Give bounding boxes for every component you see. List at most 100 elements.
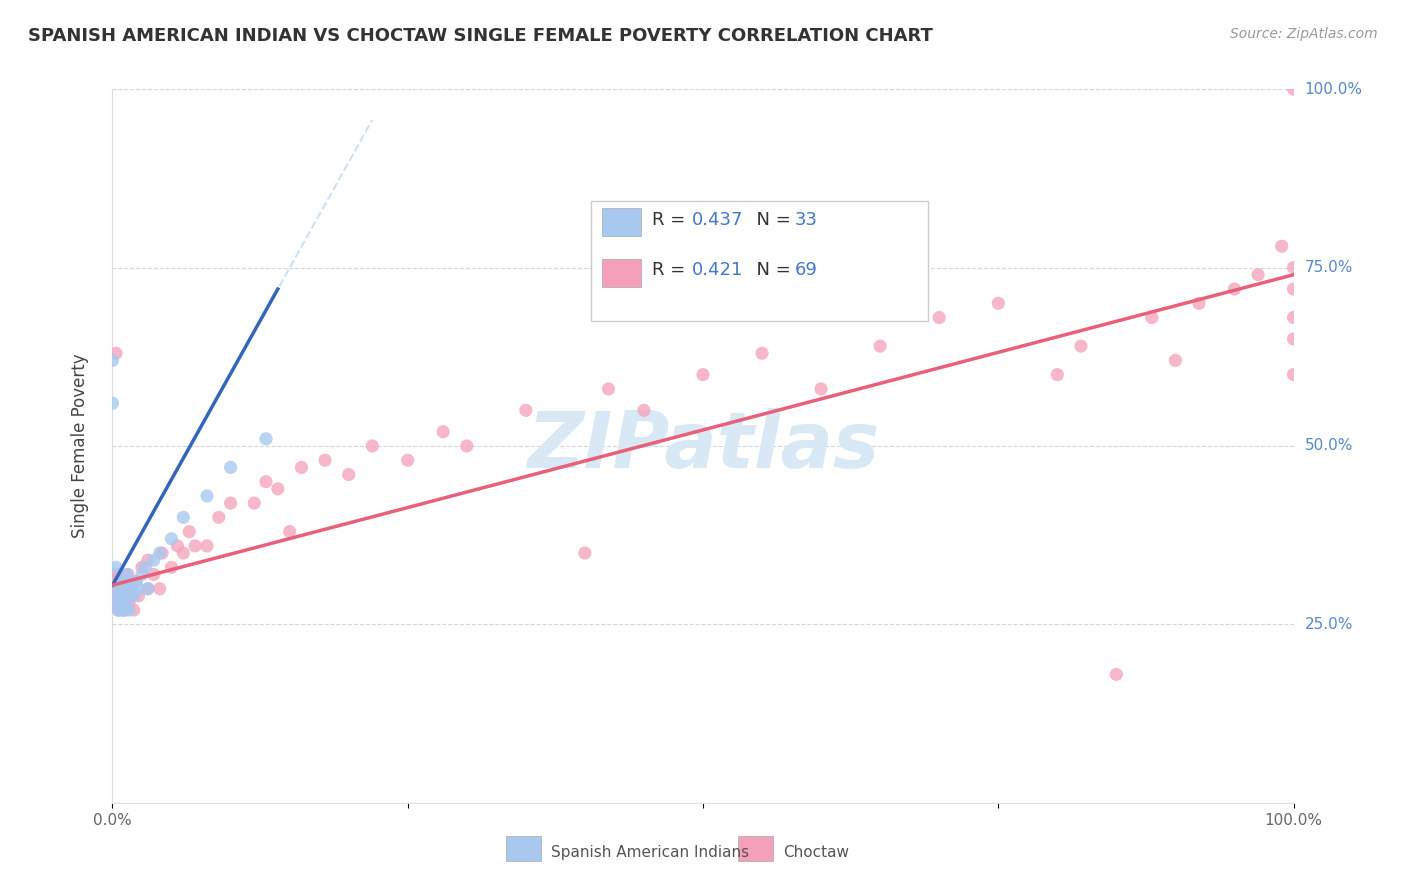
Point	[107, 603, 129, 617]
Point	[125, 574, 148, 589]
Point	[117, 589, 139, 603]
Point	[108, 574, 131, 589]
Point	[1247, 268, 1270, 282]
Text: Choctaw: Choctaw	[783, 846, 849, 860]
Text: SPANISH AMERICAN INDIAN VS CHOCTAW SINGLE FEMALE POVERTY CORRELATION CHART: SPANISH AMERICAN INDIAN VS CHOCTAW SINGL…	[28, 27, 934, 45]
Point	[117, 567, 139, 582]
Point	[515, 403, 537, 417]
Text: Spanish American Indians: Spanish American Indians	[551, 846, 749, 860]
Point	[1282, 282, 1305, 296]
Point	[118, 596, 141, 610]
Text: 75.0%: 75.0%	[1305, 260, 1353, 275]
Text: Source: ZipAtlas.com: Source: ZipAtlas.com	[1230, 27, 1378, 41]
Point	[278, 524, 301, 539]
Point	[1140, 310, 1163, 325]
Point	[105, 582, 128, 596]
Point	[115, 567, 138, 582]
Point	[142, 553, 165, 567]
Point	[135, 560, 157, 574]
Point	[150, 546, 173, 560]
Text: 25.0%: 25.0%	[1305, 617, 1353, 632]
Point	[120, 582, 142, 596]
Point	[254, 432, 277, 446]
Text: N =: N =	[745, 211, 797, 228]
Text: 0.421: 0.421	[692, 260, 744, 278]
Point	[149, 546, 172, 560]
Point	[127, 589, 149, 603]
Point	[110, 596, 132, 610]
Point	[118, 603, 141, 617]
Point	[112, 582, 135, 596]
Point	[136, 582, 159, 596]
Point	[432, 425, 454, 439]
Text: 50.0%: 50.0%	[1305, 439, 1353, 453]
Point	[107, 603, 129, 617]
Point	[110, 589, 132, 603]
Point	[314, 453, 336, 467]
Text: 0.437: 0.437	[692, 211, 744, 228]
Point	[1271, 239, 1294, 253]
Point	[111, 603, 134, 617]
Text: 100.0%: 100.0%	[1305, 82, 1362, 96]
Point	[112, 574, 135, 589]
Point	[869, 339, 891, 353]
Point	[122, 603, 145, 617]
Point	[111, 582, 134, 596]
Point	[1282, 332, 1305, 346]
Point	[987, 296, 1010, 310]
Point	[1282, 310, 1305, 325]
Point	[127, 582, 149, 596]
Point	[112, 603, 135, 617]
Point	[172, 510, 194, 524]
Point	[1188, 296, 1211, 310]
Point	[243, 496, 266, 510]
Point	[105, 346, 128, 360]
Point	[149, 582, 172, 596]
Point	[107, 589, 129, 603]
Point	[160, 560, 183, 574]
Point	[101, 353, 124, 368]
Point	[122, 589, 145, 603]
Point	[120, 574, 142, 589]
Point	[166, 539, 188, 553]
Point	[105, 560, 128, 574]
Text: R =: R =	[652, 211, 692, 228]
Point	[112, 574, 135, 589]
Point	[1164, 353, 1187, 368]
Point	[131, 560, 153, 574]
Text: 33: 33	[794, 211, 817, 228]
Point	[208, 510, 231, 524]
Point	[101, 567, 124, 582]
Point	[195, 539, 218, 553]
Point	[160, 532, 183, 546]
Point	[101, 582, 124, 596]
Text: N =: N =	[745, 260, 797, 278]
Point	[1105, 667, 1128, 681]
Point	[120, 589, 142, 603]
Point	[751, 346, 773, 360]
Point	[928, 310, 950, 325]
Point	[1046, 368, 1069, 382]
Point	[337, 467, 360, 482]
Point	[125, 574, 148, 589]
Point	[598, 382, 620, 396]
Y-axis label: Single Female Poverty: Single Female Poverty	[70, 354, 89, 538]
Point	[219, 460, 242, 475]
Point	[104, 596, 127, 610]
Point	[254, 475, 277, 489]
Point	[219, 496, 242, 510]
Point	[179, 524, 201, 539]
Point	[692, 368, 714, 382]
Point	[114, 596, 136, 610]
Point	[195, 489, 218, 503]
Point	[101, 596, 124, 610]
Point	[115, 582, 138, 596]
Text: ZIPatlas: ZIPatlas	[527, 408, 879, 484]
Point	[456, 439, 478, 453]
Point	[1282, 260, 1305, 275]
Point	[107, 567, 129, 582]
Point	[1070, 339, 1092, 353]
Point	[396, 453, 419, 467]
Point	[120, 582, 142, 596]
Point	[111, 589, 134, 603]
